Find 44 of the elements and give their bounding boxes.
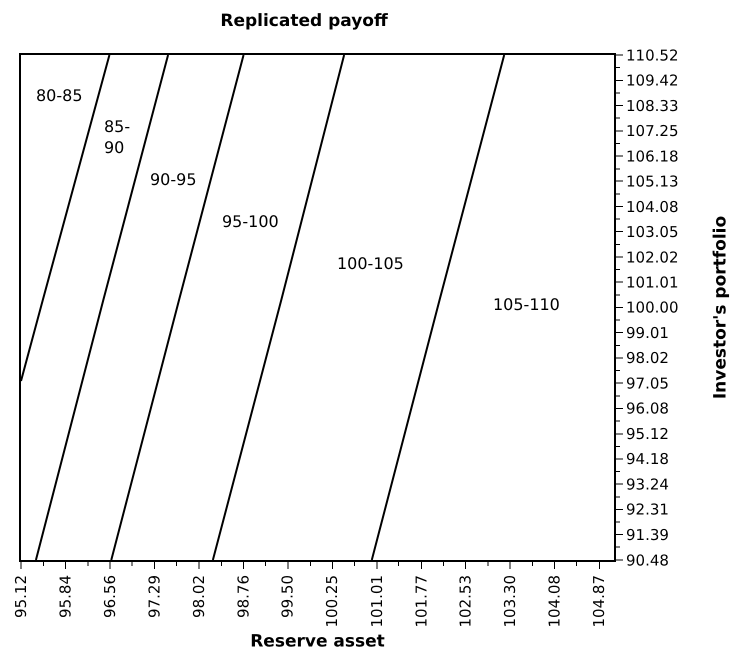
y-tick-label: 107.25 (626, 122, 678, 140)
y-tick-label: 110.52 (626, 46, 678, 64)
y-tick-label: 90.48 (626, 551, 669, 570)
y-tick-label: 95.12 (626, 425, 669, 444)
annotation: 100-105 (337, 254, 404, 273)
x-tick-label: 95.12 (12, 575, 30, 618)
annotation: 80-85 (36, 86, 82, 105)
y-tick-label: 97.05 (626, 374, 669, 392)
annotation: 95-100 (222, 212, 279, 231)
x-tick-label: 103.30 (500, 575, 519, 628)
x-tick-label: 101.77 (412, 575, 430, 628)
annotation: 105-110 (493, 295, 560, 314)
y-tick-label: 106.18 (626, 147, 678, 166)
y-tick-label: 92.31 (626, 500, 669, 519)
x-axis-title: Reserve asset (250, 631, 385, 652)
y-tick-label: 103.05 (626, 222, 678, 241)
x-tick-label: 95.84 (56, 575, 75, 618)
y-tick-label: 105.13 (626, 172, 678, 190)
x-tick-label: 98.76 (234, 575, 252, 618)
y-tick-label: 94.18 (626, 450, 669, 468)
x-tick-label: 98.02 (190, 575, 208, 618)
x-tick-label: 102.53 (456, 575, 474, 628)
y-tick-label: 96.08 (626, 400, 669, 418)
y-tick-label: 104.08 (626, 198, 678, 216)
y-tick-label: 108.33 (626, 96, 678, 115)
y-tick-label: 102.02 (626, 248, 678, 266)
x-tick-label: 99.50 (278, 575, 297, 618)
y-tick-label: 93.24 (626, 475, 669, 494)
y-tick-label: 109.42 (626, 72, 678, 90)
y-tick-label: 100.00 (626, 298, 678, 317)
y-tick-label: 98.02 (626, 349, 669, 368)
annotation: 85-90 (104, 117, 130, 157)
x-tick-label: 100.25 (323, 575, 342, 628)
annotation: 90-95 (150, 170, 196, 189)
chart-title: Replicated payoff (220, 10, 388, 31)
x-tick-label: 104.87 (590, 575, 608, 628)
x-tick-label: 104.08 (545, 575, 564, 628)
y-axis-title: Investor's portfolio (710, 216, 730, 400)
x-tick-label: 96.56 (100, 575, 119, 618)
y-tick-label: 101.01 (626, 273, 678, 292)
y-tick-label: 91.39 (626, 526, 669, 544)
y-tick-label: 99.01 (626, 324, 669, 342)
x-tick-label: 101.01 (368, 575, 386, 628)
x-tick-label: 97.29 (146, 575, 164, 618)
